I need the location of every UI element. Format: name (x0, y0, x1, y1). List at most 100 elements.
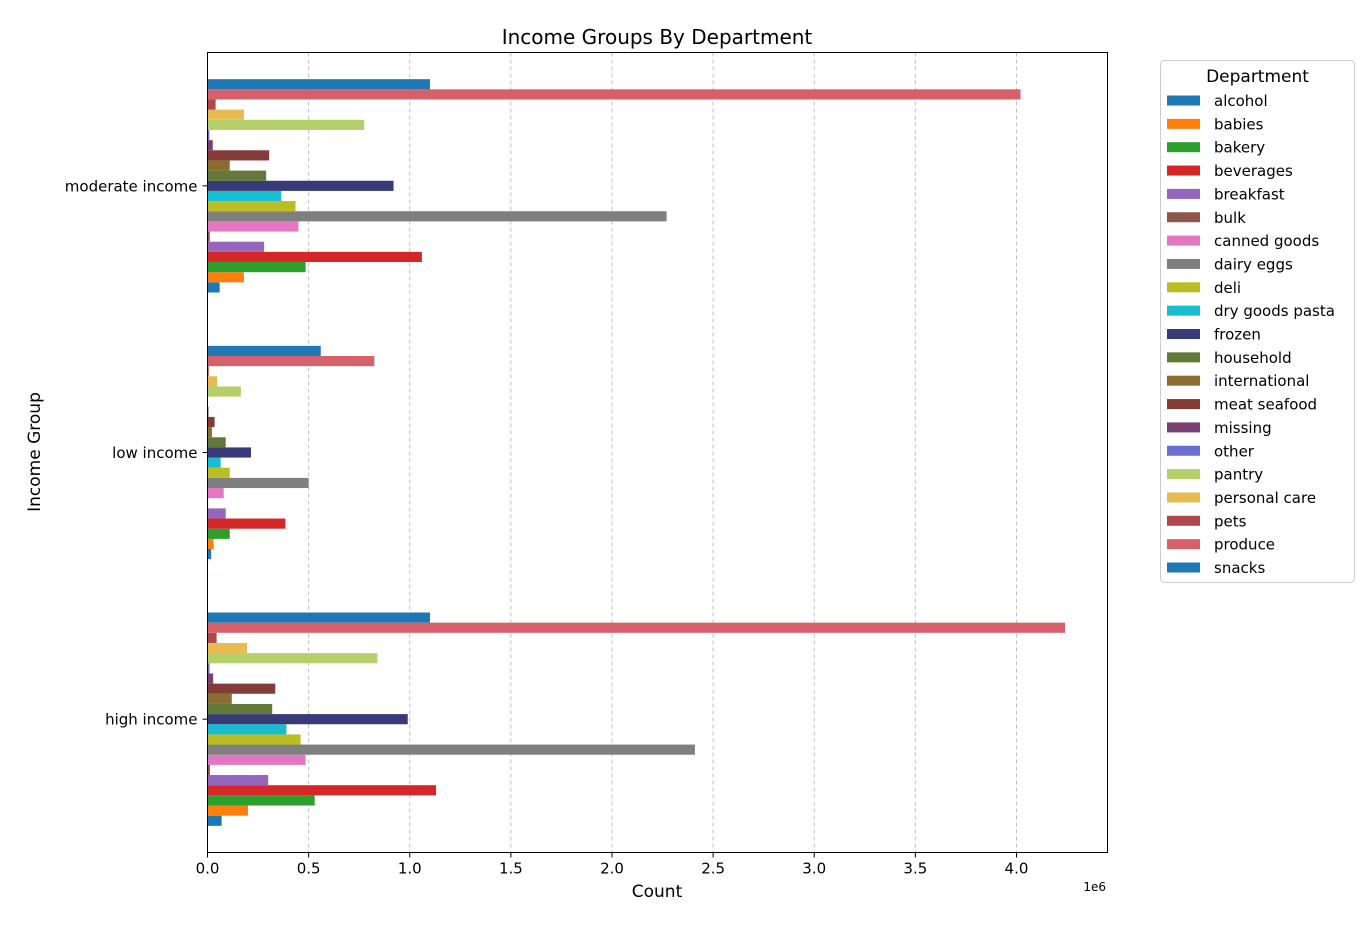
x-tick-label: 4.0 (1005, 860, 1029, 878)
legend-swatch (1167, 142, 1200, 152)
legend-swatch (1167, 236, 1200, 246)
bar (208, 724, 287, 734)
bar (208, 171, 267, 181)
bar (208, 282, 220, 292)
x-tick-label: 1.0 (398, 860, 422, 878)
bar (208, 201, 296, 211)
legend-swatch (1167, 422, 1200, 432)
bar (208, 160, 230, 170)
bar (208, 745, 695, 755)
bar (208, 806, 248, 816)
legend-label: international (1214, 372, 1309, 390)
y-tick-label: moderate income (65, 177, 198, 195)
bar (208, 488, 224, 498)
x-tick-label: 2.5 (701, 860, 725, 878)
legend-label: babies (1214, 115, 1264, 133)
legend-swatch (1167, 189, 1200, 199)
bar (208, 346, 321, 356)
bar (208, 356, 375, 366)
legend-swatch (1167, 492, 1200, 502)
x-tick-label: 1.5 (499, 860, 523, 878)
bar (208, 816, 222, 826)
bar (208, 468, 230, 478)
legend-swatch (1167, 282, 1200, 292)
bar (208, 272, 244, 282)
x-tick-label: 0.5 (297, 860, 321, 878)
bar (208, 437, 226, 447)
x-tick-label: 2.0 (600, 860, 624, 878)
bar (208, 427, 212, 437)
legend-swatch (1167, 469, 1200, 479)
bar (208, 549, 212, 559)
x-tick-label: 3.0 (802, 860, 826, 878)
bar (208, 613, 430, 623)
bar (208, 704, 273, 714)
bar (208, 417, 215, 427)
bar (208, 110, 244, 120)
bar (208, 252, 422, 262)
bar (208, 539, 214, 549)
bar (208, 714, 408, 724)
legend-label: produce (1214, 536, 1275, 554)
bar (208, 221, 299, 231)
legend-label: bulk (1214, 209, 1246, 227)
legend-label: pantry (1214, 466, 1263, 484)
legend-swatch (1167, 306, 1200, 316)
x-axis-offset-label: 1e6 (1083, 880, 1106, 894)
legend-label: dairy eggs (1214, 255, 1293, 273)
legend-label: other (1214, 442, 1255, 460)
legend-label: bakery (1214, 139, 1265, 157)
legend-label: meat seafood (1214, 396, 1317, 414)
bar (208, 684, 276, 694)
bar (208, 519, 286, 529)
bar (208, 508, 226, 518)
legend-label: frozen (1214, 326, 1261, 344)
chart-title: Income Groups By Department (502, 25, 813, 49)
legend-swatch (1167, 376, 1200, 386)
legend-label: canned goods (1214, 232, 1319, 250)
bar (208, 643, 247, 653)
bar (208, 653, 378, 663)
bar (208, 623, 1066, 633)
legend-label: alcohol (1214, 92, 1268, 110)
bar (208, 89, 1021, 99)
legend-label: household (1214, 349, 1292, 367)
legend-swatch (1167, 399, 1200, 409)
legend-label: dry goods pasta (1214, 302, 1335, 320)
legend-label: beverages (1214, 162, 1293, 180)
y-axis-label: Income Group (25, 392, 45, 512)
bar (208, 242, 265, 252)
bar (208, 376, 218, 386)
legend-swatch (1167, 259, 1200, 269)
legend-label: missing (1214, 419, 1272, 437)
bar (208, 191, 282, 201)
legend-label: personal care (1214, 489, 1316, 507)
legend-swatch (1167, 539, 1200, 549)
bar (208, 262, 306, 272)
bar (208, 673, 214, 683)
y-tick-label: low income (112, 444, 197, 462)
legend-swatch (1167, 516, 1200, 526)
bar (208, 734, 301, 744)
legend-swatch (1167, 352, 1200, 362)
legend-title: Department (1206, 67, 1309, 87)
legend-label: deli (1214, 279, 1241, 297)
legend-swatch (1167, 212, 1200, 222)
bar (208, 140, 213, 150)
legend-swatch (1167, 119, 1200, 129)
bar (208, 211, 667, 221)
bar (208, 633, 217, 643)
legend-swatch (1167, 329, 1200, 339)
legend-label: snacks (1214, 559, 1265, 577)
legend-swatch (1167, 166, 1200, 176)
legend-swatch (1167, 96, 1200, 106)
bar (208, 795, 315, 805)
bar (208, 755, 306, 765)
x-axis-label: Count (632, 882, 683, 902)
bar (208, 775, 269, 785)
legend: Department alcohol babies bakery beverages b… (1161, 61, 1355, 583)
bar (208, 478, 309, 488)
bar (208, 458, 221, 468)
